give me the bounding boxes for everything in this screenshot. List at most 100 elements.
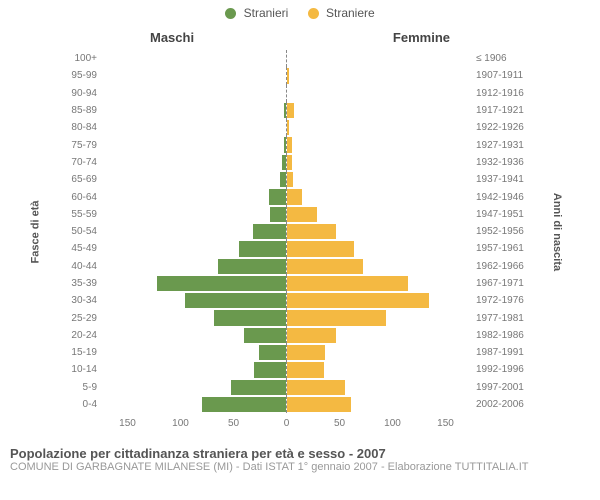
female-bar [287, 172, 293, 187]
male-cell [101, 67, 287, 84]
female-cell [287, 275, 472, 292]
female-cell [287, 240, 472, 257]
age-label: 45-49 [58, 243, 101, 254]
female-bar [287, 345, 325, 360]
table-row: 100+≤ 1906 [58, 50, 532, 67]
birth-label: 1967-1971 [472, 278, 532, 289]
male-bar [254, 362, 286, 377]
legend-male-label: Stranieri [244, 6, 289, 20]
birth-label: 1962-1966 [472, 261, 532, 272]
female-cell [287, 188, 472, 205]
legend-female-label: Straniere [326, 6, 375, 20]
male-cell [101, 206, 287, 223]
male-bar [157, 276, 287, 291]
table-row: 90-941912-1916 [58, 85, 532, 102]
legend-female: Straniere [308, 6, 375, 20]
y-axis-right-title: Anni di nascita [551, 193, 563, 271]
legend: Stranieri Straniere [0, 0, 600, 22]
x-tick: 150 [101, 418, 154, 432]
x-tick: 50 [207, 418, 260, 432]
male-bar [239, 241, 286, 256]
female-bar [287, 362, 324, 377]
male-cell [101, 50, 287, 67]
female-bar [287, 397, 351, 412]
footer: Popolazione per cittadinanza straniera p… [0, 442, 600, 473]
female-cell [287, 171, 472, 188]
birth-label: 1977-1981 [472, 313, 532, 324]
table-row: 45-491957-1961 [58, 240, 532, 257]
male-cell [101, 188, 287, 205]
table-row: 25-29 1977-1981 [58, 309, 532, 326]
female-bar [287, 68, 289, 83]
female-bar [287, 310, 386, 325]
age-label: 20-24 [58, 330, 101, 341]
age-label: 15-19 [58, 347, 101, 358]
birth-label: 1972-1976 [472, 295, 532, 306]
female-swatch-icon [308, 8, 319, 19]
table-row: 40-441962-1966 [58, 258, 532, 275]
birth-label: 1947-1951 [472, 209, 532, 220]
age-label: 60-64 [58, 192, 101, 203]
male-cell [101, 379, 287, 396]
birth-label: 1997-2001 [472, 382, 532, 393]
female-bar [287, 259, 363, 274]
age-label: 35-39 [58, 278, 101, 289]
male-cell [101, 154, 287, 171]
birth-label: 1937-1941 [472, 174, 532, 185]
age-label: 80-84 [58, 122, 101, 133]
female-bar [287, 293, 429, 308]
x-tick: 100 [366, 418, 419, 432]
male-cell [101, 396, 287, 413]
birth-label: 1942-1946 [472, 192, 532, 203]
birth-label: 1917-1921 [472, 105, 532, 116]
table-row: 85-891917-1921 [58, 102, 532, 119]
male-cell [101, 171, 287, 188]
legend-male: Stranieri [225, 6, 288, 20]
table-row: 95-991907-1911 [58, 67, 532, 84]
birth-label: 1982-1986 [472, 330, 532, 341]
table-row: 20-24 1982-1986 [58, 327, 532, 344]
male-bar [259, 345, 286, 360]
x-tick: 150 [419, 418, 472, 432]
age-label: 25-29 [58, 313, 101, 324]
male-cell [101, 258, 287, 275]
male-bar [231, 380, 287, 395]
birth-label: ≤ 1906 [472, 53, 532, 64]
male-cell [101, 275, 287, 292]
birth-label: 1952-1956 [472, 226, 532, 237]
male-bar [269, 189, 286, 204]
male-bar [270, 207, 286, 222]
table-row: 10-141992-1996 [58, 361, 532, 378]
female-cell [287, 206, 472, 223]
female-bar [287, 137, 292, 152]
female-cell [287, 327, 472, 344]
table-row: 80-841922-1926 [58, 119, 532, 136]
birth-label: 1987-1991 [472, 347, 532, 358]
table-row: 50-541952-1956 [58, 223, 532, 240]
table-row: 35-39 1967-1971 [58, 275, 532, 292]
female-bar [287, 155, 292, 170]
birth-label: 1932-1936 [472, 157, 532, 168]
table-row: 70-741932-1936 [58, 154, 532, 171]
chart-rows: 100+≤ 190695-991907-191190-941912-191685… [58, 50, 532, 414]
birth-label: 1912-1916 [472, 88, 532, 99]
male-cell [101, 344, 287, 361]
age-label: 0-4 [58, 399, 101, 410]
female-cell [287, 102, 472, 119]
female-cell [287, 379, 472, 396]
male-cell [101, 309, 287, 326]
footer-title: Popolazione per cittadinanza straniera p… [10, 446, 590, 461]
birth-label: 1907-1911 [472, 70, 532, 81]
male-cell [101, 136, 287, 153]
male-bar [253, 224, 286, 239]
male-cell [101, 119, 287, 136]
female-bar [287, 276, 408, 291]
birth-label: 1992-1996 [472, 364, 532, 375]
male-cell [101, 361, 287, 378]
birth-label: 2002-2006 [472, 399, 532, 410]
male-cell [101, 223, 287, 240]
female-cell [287, 396, 472, 413]
female-cell [287, 258, 472, 275]
male-bar [244, 328, 286, 343]
table-row: 75-791927-1931 [58, 136, 532, 153]
